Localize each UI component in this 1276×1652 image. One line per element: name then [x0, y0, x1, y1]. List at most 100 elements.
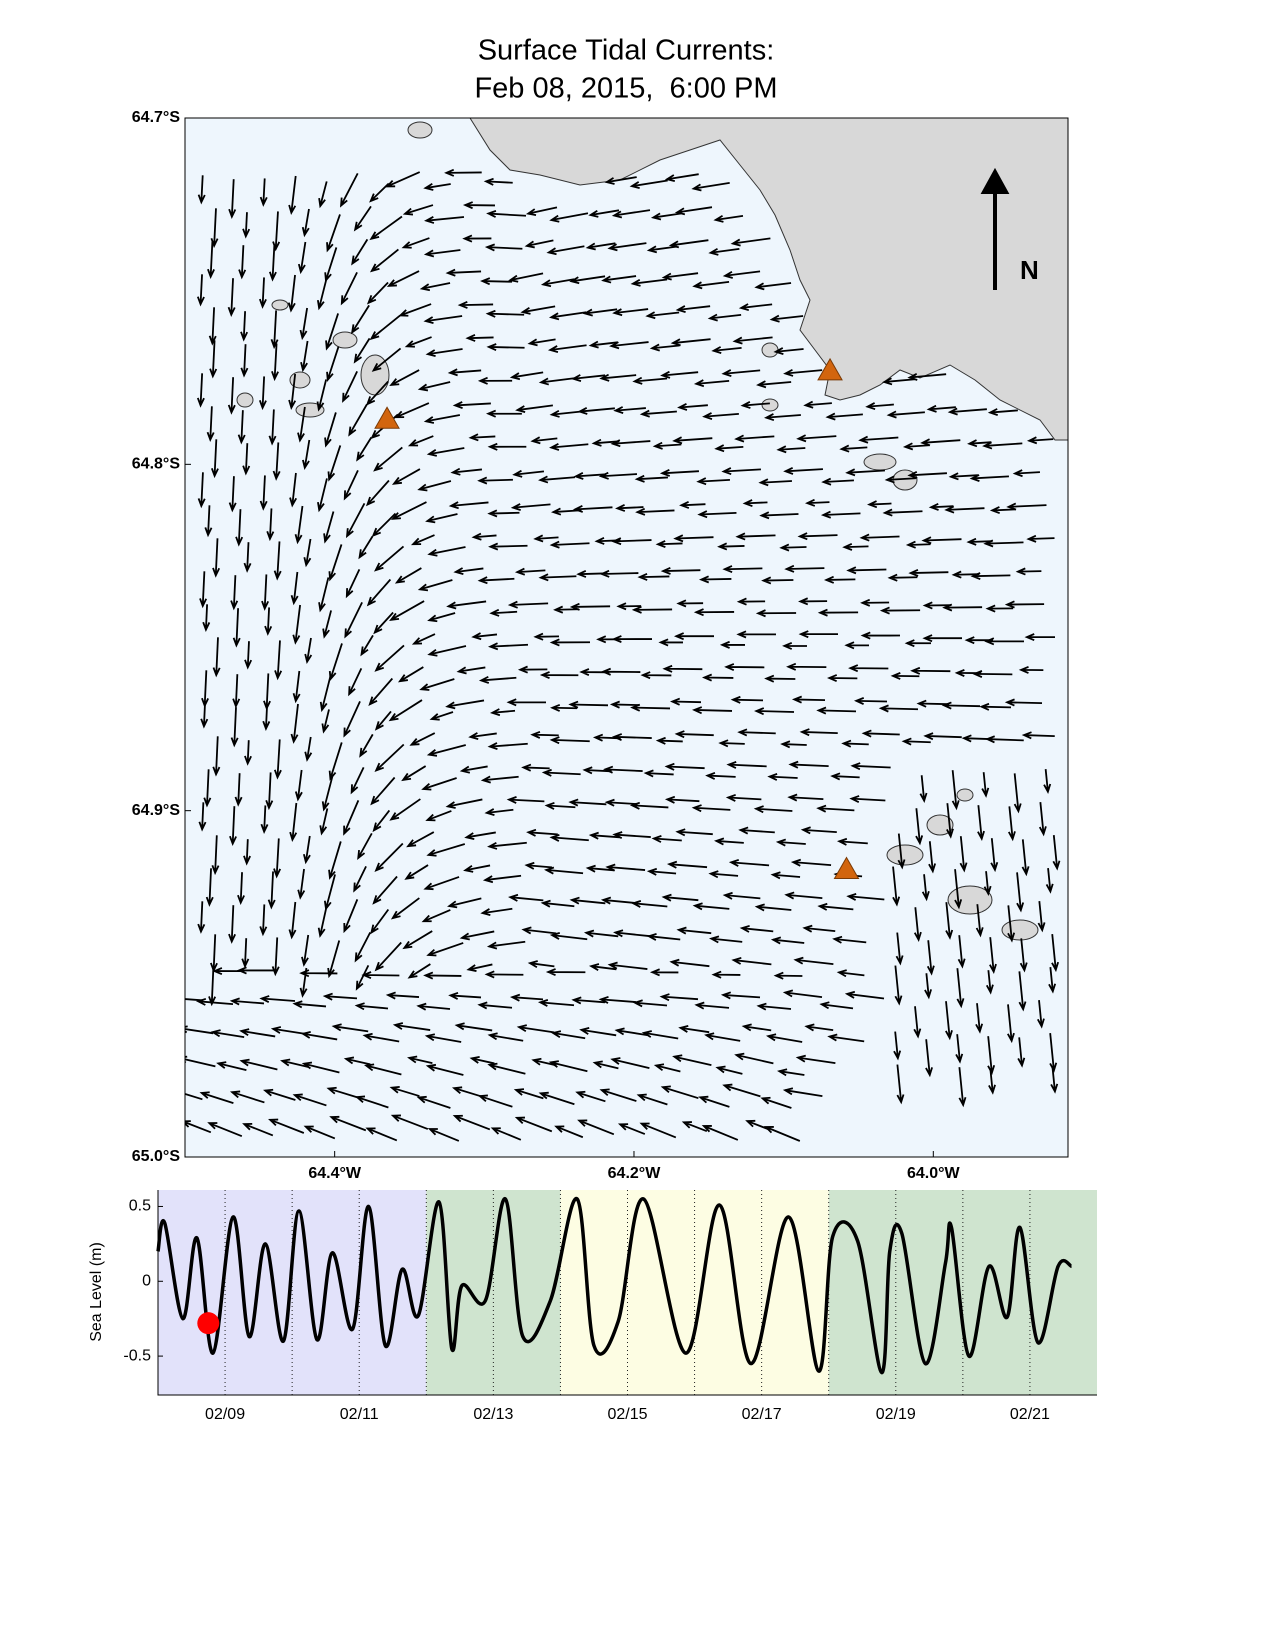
current-arrow — [238, 245, 247, 280]
current-arrow — [846, 566, 887, 575]
current-arrow — [730, 237, 771, 247]
current-arrow — [664, 173, 699, 183]
current-arrow — [1026, 534, 1055, 543]
current-arrow — [895, 932, 904, 966]
current-arrow — [195, 997, 234, 1006]
current-arrow — [318, 181, 328, 209]
y-tick-label: 64.7°S — [132, 109, 181, 126]
current-arrow — [289, 802, 298, 843]
current-arrow — [669, 958, 710, 968]
current-arrow — [538, 475, 576, 484]
current-arrow — [477, 476, 513, 485]
current-arrow — [546, 245, 585, 256]
current-arrow — [1016, 872, 1025, 913]
current-arrow — [676, 599, 704, 608]
current-arrow — [533, 632, 560, 641]
current-arrow — [844, 641, 869, 650]
current-arrow — [348, 667, 363, 697]
current-arrow — [235, 509, 244, 547]
current-arrow — [1048, 967, 1057, 994]
current-arrow — [258, 277, 267, 309]
current-arrow — [342, 370, 358, 403]
current-arrow — [711, 346, 742, 354]
current-arrow — [739, 924, 774, 933]
current-arrow — [1015, 567, 1042, 576]
current-arrow — [675, 305, 711, 313]
current-arrow — [292, 670, 301, 704]
current-arrow — [548, 311, 587, 321]
current-arrow — [294, 769, 303, 802]
current-arrow — [605, 863, 646, 872]
current-arrow — [923, 732, 962, 741]
current-arrow — [272, 211, 281, 252]
current-arrow — [738, 303, 773, 312]
current-arrow — [572, 505, 613, 513]
current-arrow — [1024, 633, 1055, 642]
current-arrow — [317, 907, 328, 938]
current-arrow — [951, 770, 960, 811]
current-arrow — [423, 183, 451, 191]
current-arrow — [445, 798, 483, 809]
axis-frame — [157, 1190, 1097, 1396]
current-arrow — [425, 348, 463, 358]
current-arrow — [956, 968, 965, 1009]
current-arrow — [411, 633, 436, 645]
current-arrow — [371, 347, 402, 372]
current-arrow — [426, 843, 466, 857]
current-arrow — [426, 744, 466, 757]
current-arrow — [698, 1095, 730, 1108]
current-arrow — [325, 313, 339, 351]
current-arrow — [327, 445, 342, 482]
current-arrow — [464, 831, 496, 841]
current-arrow — [419, 282, 451, 292]
current-arrow — [646, 245, 678, 254]
current-arrow — [444, 168, 482, 177]
current-arrow — [732, 336, 773, 345]
current-arrow — [967, 439, 992, 448]
current-arrow — [588, 209, 620, 218]
current-arrow — [487, 742, 528, 751]
current-arrow — [456, 666, 486, 675]
island — [407, 121, 433, 139]
current-arrow — [448, 501, 489, 510]
current-arrow — [588, 831, 620, 840]
current-arrow — [509, 371, 544, 381]
current-arrow — [212, 736, 221, 777]
current-arrow — [424, 1033, 462, 1043]
current-arrow — [692, 706, 733, 715]
current-arrow — [241, 938, 250, 969]
current-arrow — [487, 1062, 526, 1075]
current-arrow — [985, 970, 994, 995]
title-line: Feb 08, 2015, 6:00 PM — [474, 73, 777, 105]
current-arrow — [232, 608, 241, 648]
current-arrow — [202, 604, 211, 632]
current-arrow — [239, 1058, 278, 1071]
x-tick-label: 02/15 — [607, 1406, 647, 1423]
current-arrow — [365, 380, 389, 406]
current-arrow — [331, 1023, 369, 1033]
current-arrow — [611, 733, 652, 741]
current-arrow — [318, 577, 330, 613]
current-arrow — [207, 241, 215, 279]
island — [956, 788, 974, 802]
current-arrow — [922, 634, 962, 643]
current-arrow — [527, 338, 556, 347]
current-arrow — [397, 666, 424, 683]
current-arrow — [709, 935, 743, 944]
y-tick-label: 65.0°S — [132, 1148, 181, 1165]
current-arrow — [185, 1120, 212, 1134]
current-arrow — [258, 376, 267, 411]
current-arrow — [520, 305, 556, 315]
current-arrow — [548, 1060, 588, 1073]
current-arrow — [268, 409, 277, 446]
current-arrow — [655, 540, 683, 548]
sea-level-line — [156, 1197, 1073, 1375]
current-arrow — [541, 768, 581, 777]
current-arrow — [303, 1125, 336, 1140]
current-arrow — [365, 479, 390, 507]
current-arrow — [196, 373, 205, 408]
current-arrow — [798, 630, 838, 639]
current-arrow — [273, 838, 282, 879]
current-arrow — [280, 1058, 309, 1068]
current-arrow — [228, 905, 236, 944]
